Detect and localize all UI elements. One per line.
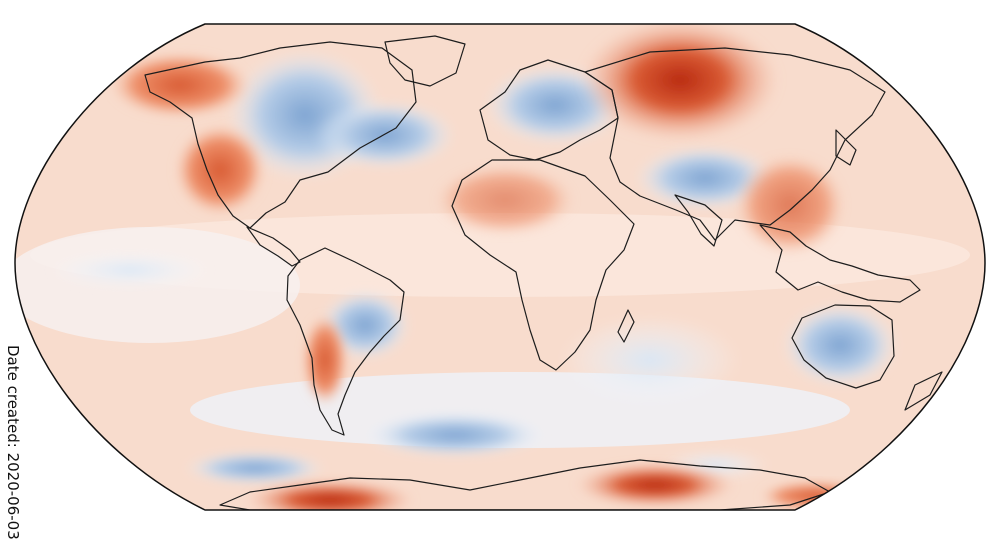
china-warm-anomaly [735,155,845,255]
southern-ocean-cool-anomaly [365,413,545,457]
map-border [14,23,986,511]
antarctica-coastline [219,459,831,510]
southeast-asia-coastline [759,224,921,303]
japan-coastline [835,129,857,166]
australia-cool-anomaly [782,303,898,387]
central-america-coastline [246,226,301,267]
madagascar-coastline [617,309,635,343]
antarctic-warm-anomaly-west [245,480,415,510]
south-america-warm-anomaly [303,315,347,405]
north-africa-warm-anomaly [435,165,575,235]
map-layers [15,24,985,510]
south-america-coastline [286,247,405,436]
india-coastline [674,194,723,247]
coastline-group [144,35,943,510]
world-temperature-anomaly-map [14,23,986,511]
north-america-coastline [144,41,417,229]
western-us-warm-anomaly [175,125,265,215]
alaska-warm-anomaly [110,53,250,117]
north-atlantic-cool-anomaly [315,101,455,169]
asia-coastline [584,47,886,241]
antarctic-cool-anomaly [185,452,325,484]
australia-coastline [791,304,895,389]
indian-ocean-cool-anomaly [560,315,740,405]
pacific-cool-anomaly [50,252,210,288]
europe-coastline [479,59,619,161]
date-created-label: Date created: 2020-06-03 [4,345,22,540]
africa-coastline [451,159,635,371]
greenland-coastline [384,35,466,87]
antarctic-warm-anomaly-east [575,463,735,507]
new-zealand-coastline [904,371,943,411]
